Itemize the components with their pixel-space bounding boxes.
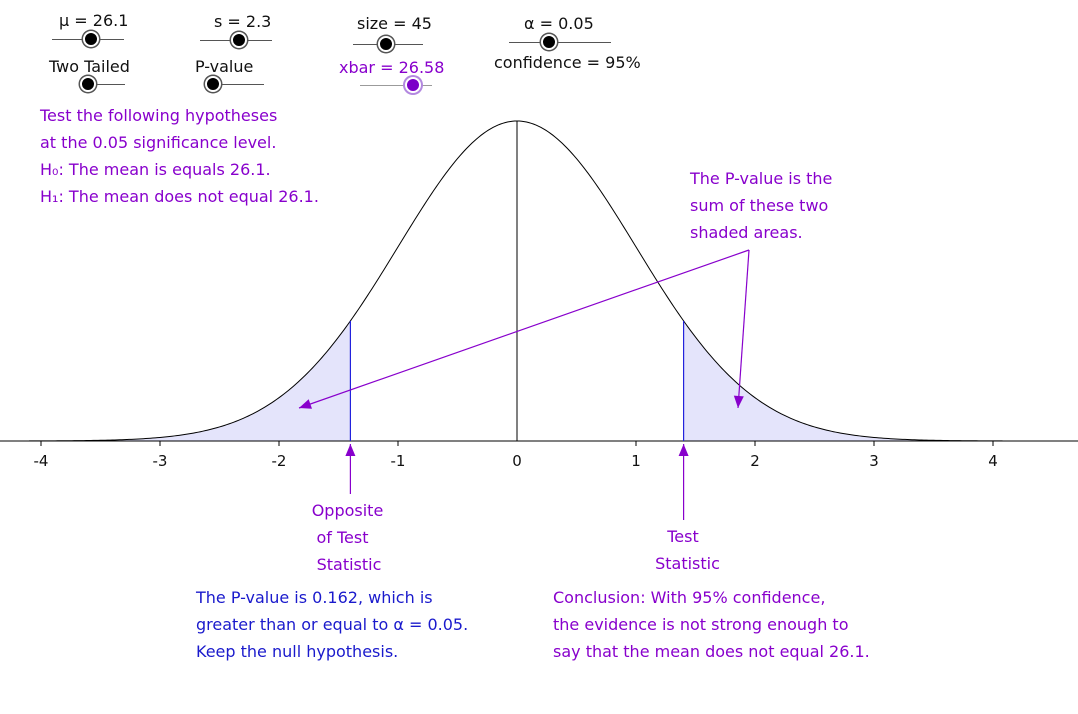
x-tick-label: -4 — [34, 452, 49, 470]
shaded-region-2 — [683, 320, 993, 441]
opposite-label-line-2: of Test — [316, 528, 369, 547]
xbar-slider-track[interactable] — [360, 85, 432, 86]
arrow-to-left-area — [298, 249, 750, 409]
x-tick-label: -3 — [153, 452, 168, 470]
s-slider[interactable] — [200, 31, 272, 51]
annotation-arrows — [298, 249, 750, 520]
result-block: The P-value is 0.162, which is greater t… — [196, 584, 468, 665]
shaded-areas — [41, 320, 993, 441]
s-slider-knob[interactable] — [231, 32, 247, 48]
null-hypothesis: H₀: The mean is equals 26.1. — [40, 160, 271, 179]
alpha-label: α = 0.05 — [524, 14, 594, 33]
test-label-line-1: Test — [667, 527, 699, 546]
x-ticks: -4 -3 -2 -1 0 1 2 3 4 — [34, 441, 998, 470]
conclusion-line-1: Conclusion: With 95% confidence, — [553, 588, 826, 607]
test-label-line-2: Statistic — [655, 554, 720, 573]
alternative-hypothesis: H₁: The mean does not equal 26.1. — [40, 187, 319, 206]
shaded-region-1 — [41, 320, 351, 441]
method-label: P-value — [195, 57, 254, 76]
x-tick-label: 1 — [631, 452, 641, 470]
xbar-slider[interactable] — [360, 76, 432, 96]
xbar-label: xbar = 26.58 — [339, 58, 445, 77]
size-slider[interactable] — [353, 35, 423, 55]
opposite-label-line-1: Opposite — [311, 501, 384, 520]
pvalue-note: The P-value is the sum of these two shad… — [690, 165, 832, 246]
x-tick-label: -2 — [272, 452, 287, 470]
result-line-2: greater than or equal to α = 0.05. — [196, 615, 469, 634]
pvalue-note-line-3: shaded areas. — [690, 223, 803, 242]
size-slider-knob[interactable] — [378, 36, 394, 52]
arrow-opposite-statistic-head — [345, 444, 356, 456]
method-slider-track[interactable] — [204, 84, 264, 85]
normal-curve — [29, 120, 1003, 442]
pvalue-note-line-1: The P-value is the — [690, 169, 833, 188]
pvalue-note-line-2: sum of these two — [690, 196, 829, 215]
x-tick-label: 0 — [512, 452, 522, 470]
alpha-slider[interactable] — [509, 33, 611, 53]
tail-slider-knob[interactable] — [80, 76, 96, 92]
x-tick-label: 2 — [750, 452, 760, 470]
mu-slider[interactable] — [52, 30, 124, 50]
opposite-label-line-3: Statistic — [316, 555, 382, 574]
arrow-to-right-area — [737, 249, 750, 409]
method-slider[interactable] — [204, 75, 264, 95]
x-tick-label: 3 — [869, 452, 879, 470]
conclusion-line-2: the evidence is not strong enough to — [553, 615, 849, 634]
size-label: size = 45 — [357, 14, 432, 33]
mu-label: μ = 26.1 — [59, 11, 129, 30]
xbar-slider-knob[interactable] — [405, 77, 421, 93]
tail-slider[interactable] — [79, 75, 125, 95]
arrow-to-left-area-head — [299, 399, 312, 409]
x-tick-label: -1 — [391, 452, 406, 470]
tail-slider-track[interactable] — [79, 84, 125, 85]
result-line-1: The P-value is 0.162, which is — [196, 588, 433, 607]
conclusion-line-3: say that the mean does not equal 26.1. — [553, 642, 870, 661]
hypotheses-block: Test the following hypotheses at the 0.0… — [40, 102, 319, 210]
method-slider-knob[interactable] — [205, 76, 221, 92]
conclusion-block: Conclusion: With 95% confidence, the evi… — [553, 584, 870, 665]
hypotheses-line-1: Test the following hypotheses — [40, 106, 278, 125]
confidence-label: confidence = 95% — [494, 53, 641, 72]
alpha-slider-knob[interactable] — [541, 34, 557, 50]
opposite-test-statistic-label: Opposite of Test Statistic — [300, 497, 395, 578]
hypotheses-line-2: at the 0.05 significance level. — [40, 133, 277, 152]
alpha-slider-track[interactable] — [509, 42, 611, 43]
x-tick-label: 4 — [988, 452, 998, 470]
tail-label: Two Tailed — [49, 57, 130, 76]
test-statistic-label: Test Statistic — [640, 523, 735, 577]
s-label: s = 2.3 — [214, 12, 272, 31]
result-line-3: Keep the null hypothesis. — [196, 642, 399, 661]
arrow-test-statistic-head — [678, 444, 689, 456]
stat-lines — [349, 121, 685, 441]
mu-slider-knob[interactable] — [83, 31, 99, 47]
arrow-to-right-area-head — [733, 395, 744, 408]
